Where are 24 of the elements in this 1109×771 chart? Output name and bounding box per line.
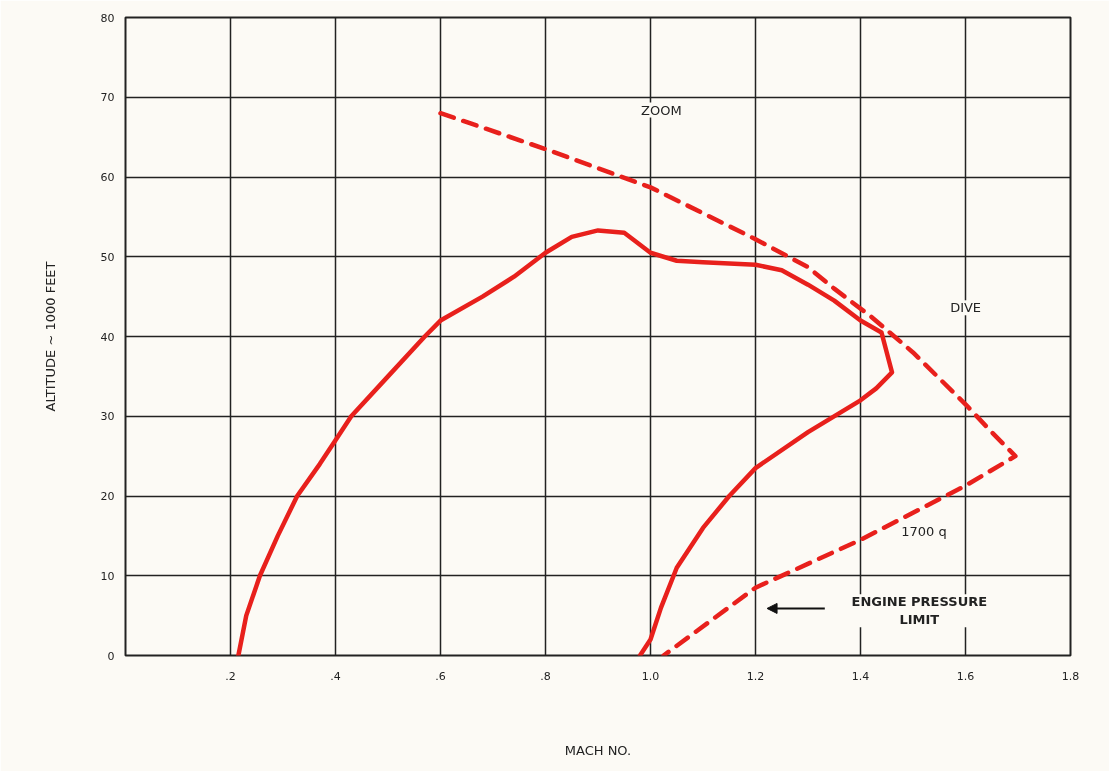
x-tick-label: .2 [225,669,236,683]
y-tick-label: 40 [100,330,115,344]
y-tick-label: 10 [100,569,115,583]
x-tick-label: 1.6 [956,669,975,683]
annotation: ENGINE PRESSURE LIMIT [851,594,988,628]
y-tick-label: 30 [100,410,115,424]
x-tick-label: 1.8 [1061,669,1080,683]
x-tick-label: .8 [540,669,551,683]
annotation: 1700 q [901,523,947,539]
y-tick-label: 80 [100,11,115,25]
y-tick-label: 60 [100,171,115,184]
y-axis-title: ALTITUDE ~ 1000 FEET [42,261,58,412]
y-tick-label: 50 [100,250,115,264]
x-tick-label: .6 [435,669,446,683]
y-tick-label: 0 [107,649,115,663]
annotation: DIVE [950,300,982,316]
y-tick-label: 70 [100,91,115,105]
x-tick-label: 1.0 [641,669,660,683]
y-tick-label: 20 [100,490,115,503]
x-axis-title: MACH NO. [564,742,632,758]
annotation: ZOOM [641,102,682,118]
x-tick-label: .4 [330,669,341,683]
x-tick-label: 1.4 [851,669,870,683]
x-tick-label: 1.2 [746,669,765,683]
